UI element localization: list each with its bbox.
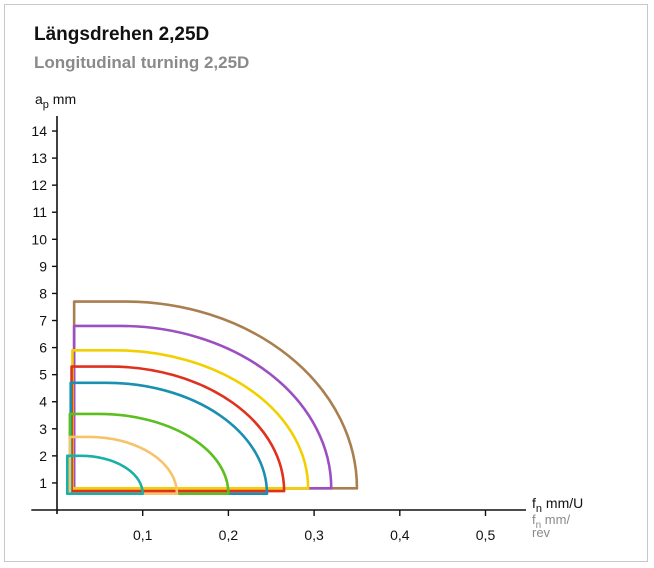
x-axis-label2-main: f (532, 512, 536, 527)
x-tick-label: 0,2 (219, 527, 239, 543)
y-tick-label: 9 (39, 258, 47, 274)
chart-title: Längsdrehen 2,25D (34, 24, 210, 45)
y-tick-label: 7 (39, 313, 47, 329)
series-area-6 (68, 412, 230, 496)
y-tick-label: 8 (39, 285, 47, 301)
series-area-2 (72, 324, 333, 490)
series-area-3 (71, 348, 310, 490)
y-tick-label: 1 (39, 475, 47, 491)
x-axis-label-main: f (532, 495, 536, 511)
x-tick-label: 0,5 (476, 527, 496, 543)
x-tick-label: 0,1 (133, 527, 153, 543)
series-area-8 (65, 454, 144, 496)
y-tick-label: 6 (39, 340, 47, 356)
x-tick-label: 0,4 (390, 527, 410, 543)
chart-subtitle: Longitudinal turning 2,25D (34, 53, 250, 72)
y-axis-label-unit: mm (49, 91, 76, 107)
x-axis-label-sub: n (536, 503, 542, 515)
x-axis-label2-unit: mm/ (541, 512, 570, 527)
y-tick-label: 4 (39, 394, 47, 410)
y-tick-label: 3 (39, 421, 47, 437)
series-area-4 (70, 365, 286, 493)
y-axis-label: ap mm (35, 91, 76, 111)
x-axis-label-secondary-line2: rev (532, 525, 551, 540)
x-axis-label2-sub: n (536, 520, 542, 531)
x-axis-label-unit: mm/U (542, 495, 583, 511)
x-tick-label: 0,3 (304, 527, 324, 543)
y-tick-label: 13 (31, 150, 47, 166)
x-axis-label: fn mm/U (532, 495, 583, 515)
y-tick-label: 11 (32, 204, 47, 220)
y-tick-label: 12 (31, 177, 47, 193)
series-area-5 (69, 381, 269, 496)
y-axis-label-main: a (35, 91, 43, 107)
y-axis-label-sub: p (43, 99, 49, 111)
chart-frame (4, 4, 648, 562)
y-tick-label: 2 (39, 448, 47, 464)
series-area-7 (68, 435, 179, 496)
series-area-1 (72, 300, 359, 490)
x-axis-label-secondary: fn mm/ (532, 512, 570, 531)
y-tick-label: 5 (39, 367, 47, 383)
y-tick-label: 14 (31, 123, 47, 139)
y-tick-label: 10 (31, 231, 47, 247)
